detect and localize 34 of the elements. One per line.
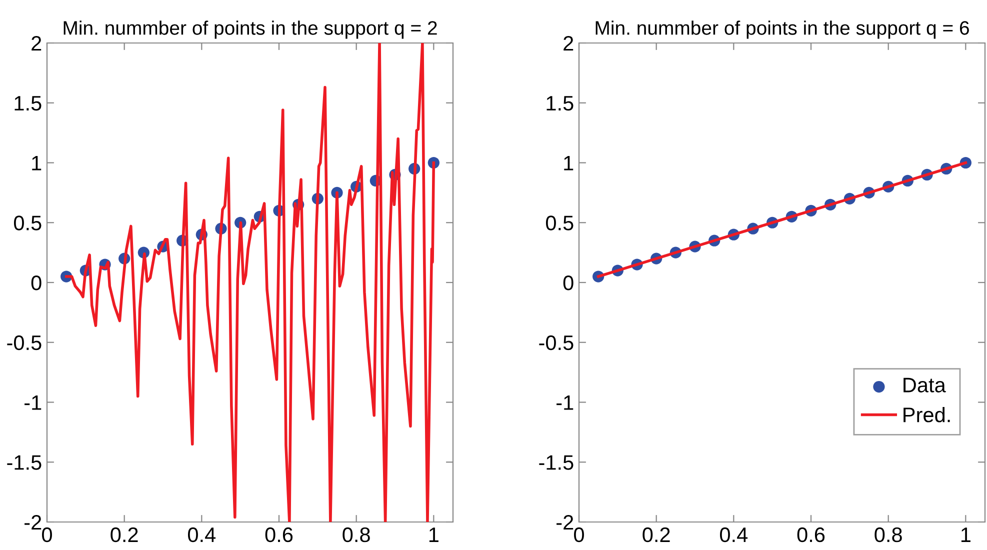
y-tick-label: -0.5 <box>539 335 574 350</box>
x-tick-label: 0 <box>574 527 584 542</box>
y-tick-label: -1 <box>24 395 42 410</box>
x-tick-label: 0.4 <box>188 527 216 542</box>
legend-label: Pred. <box>904 406 950 422</box>
x-tick-label: 0.6 <box>265 527 293 542</box>
y-tick-label: -2 <box>24 515 42 530</box>
y-tick-label: -1.5 <box>539 455 574 470</box>
x-tick-label: 0.8 <box>342 527 370 542</box>
legend-label: Data <box>904 378 946 392</box>
x-tick-label: 0.4 <box>720 527 748 542</box>
x-tick-label: 0.6 <box>797 527 825 542</box>
x-tick-label: 1 <box>961 528 970 542</box>
y-tick-label: -1.5 <box>7 455 42 470</box>
y-tick-label: 1 <box>564 156 574 170</box>
y-tick-label: 1 <box>32 156 42 170</box>
chart-title: Min. nummber of points in the support q = 6 <box>596 20 969 39</box>
y-tick-label: 0.5 <box>14 216 42 230</box>
x-tick-label: 1 <box>429 528 438 542</box>
y-tick-label: 2 <box>32 36 42 51</box>
y-tick-label: 0 <box>563 276 574 290</box>
y-tick-label: -2 <box>556 515 574 530</box>
x-tick-label: 0.8 <box>874 527 902 542</box>
y-tick-label: -0.5 <box>7 335 42 350</box>
x-tick-label: 0 <box>42 527 52 542</box>
y-tick-label: 2 <box>564 36 574 51</box>
y-tick-label: 1.5 <box>546 96 574 111</box>
y-tick-label: 1.5 <box>14 96 42 111</box>
y-tick-label: 0.5 <box>546 216 574 230</box>
x-tick-label: 0.2 <box>110 527 138 542</box>
chart-title: Min. nummber of points in the support q = 2 <box>64 20 437 39</box>
y-tick-label: 0 <box>31 276 42 290</box>
y-tick-label: -1 <box>556 395 574 410</box>
x-tick-label: 0.2 <box>642 527 670 542</box>
